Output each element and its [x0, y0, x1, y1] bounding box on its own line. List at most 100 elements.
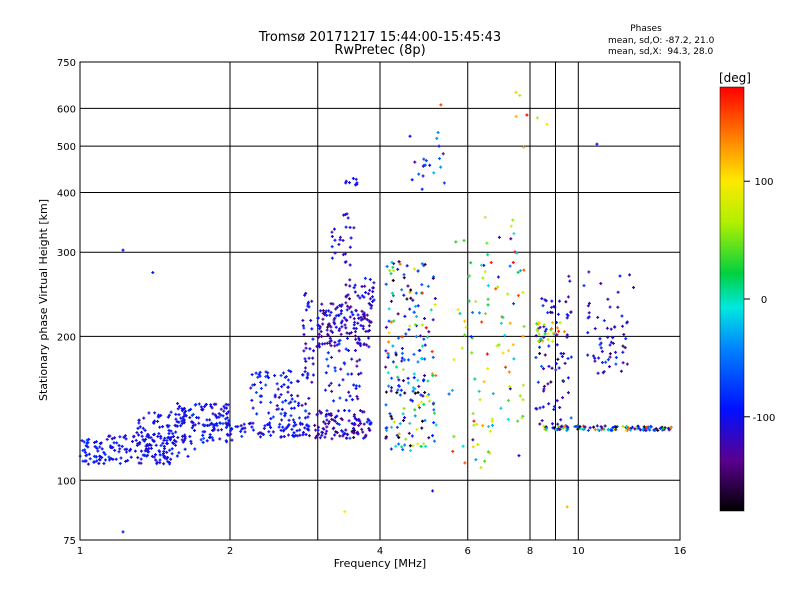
- data-point: [335, 414, 339, 418]
- data-point: [544, 327, 548, 331]
- data-point: [121, 248, 125, 252]
- data-point: [385, 264, 389, 268]
- data-point: [254, 390, 258, 394]
- data-point: [621, 350, 625, 354]
- data-point: [289, 370, 293, 374]
- data-point: [607, 365, 611, 369]
- data-point: [143, 428, 147, 432]
- data-point: [343, 323, 347, 327]
- data-point: [153, 419, 157, 423]
- data-point: [355, 341, 359, 345]
- data-point: [414, 335, 418, 339]
- data-point: [172, 442, 176, 446]
- data-point: [83, 448, 87, 452]
- data-point: [386, 355, 390, 359]
- data-point: [193, 447, 197, 451]
- data-point: [330, 330, 334, 334]
- data-point: [344, 398, 348, 402]
- data-point: [216, 428, 220, 432]
- data-point: [224, 402, 228, 406]
- data-point: [556, 422, 560, 426]
- data-point: [471, 445, 475, 449]
- data-point: [362, 410, 366, 414]
- data-point: [171, 432, 175, 436]
- data-point: [420, 262, 424, 266]
- data-point: [158, 461, 162, 465]
- data-point: [608, 305, 612, 309]
- data-point: [416, 360, 420, 364]
- data-point: [656, 428, 660, 432]
- data-point: [413, 391, 417, 395]
- data-point: [512, 232, 516, 236]
- data-point: [96, 449, 100, 453]
- data-point: [267, 430, 271, 434]
- data-point: [158, 450, 162, 454]
- data-point: [576, 427, 580, 431]
- data-point: [298, 433, 302, 437]
- data-point: [568, 279, 572, 283]
- data-point: [460, 346, 464, 350]
- data-point: [322, 420, 326, 424]
- data-point: [661, 426, 665, 430]
- data-point: [563, 424, 567, 428]
- data-point: [481, 424, 485, 428]
- data-point: [518, 269, 522, 273]
- data-point: [561, 396, 565, 400]
- data-point: [479, 466, 483, 470]
- data-point: [220, 428, 224, 432]
- data-point: [486, 303, 490, 307]
- data-point: [253, 383, 257, 387]
- data-point: [354, 177, 358, 181]
- data-point: [167, 428, 171, 432]
- data-point: [387, 307, 391, 311]
- data-point: [423, 262, 427, 266]
- data-point: [250, 425, 254, 429]
- data-point: [481, 276, 485, 280]
- data-point: [605, 326, 609, 330]
- data-point: [347, 181, 351, 185]
- data-point: [320, 335, 324, 339]
- data-point: [503, 333, 507, 337]
- data-point: [337, 349, 341, 353]
- data-point: [179, 424, 183, 428]
- data-point: [194, 403, 198, 407]
- data-point: [565, 333, 569, 337]
- data-point: [329, 310, 333, 314]
- data-point: [402, 379, 406, 383]
- data-point: [420, 426, 424, 430]
- data-point: [360, 427, 364, 431]
- data-point: [621, 324, 625, 328]
- data-point: [189, 441, 193, 445]
- data-point: [107, 458, 111, 462]
- data-point: [156, 434, 160, 438]
- data-point: [193, 428, 197, 432]
- data-point: [320, 342, 324, 346]
- data-point: [602, 319, 606, 323]
- data-point: [360, 309, 364, 313]
- data-point: [432, 171, 436, 175]
- data-point: [134, 438, 138, 442]
- data-point: [289, 381, 293, 385]
- data-point: [625, 320, 629, 324]
- data-point: [310, 380, 314, 384]
- data-point: [181, 440, 185, 444]
- data-point: [345, 308, 349, 312]
- data-point: [508, 321, 512, 325]
- data-point: [508, 387, 512, 391]
- data-point: [98, 445, 102, 449]
- data-point: [408, 134, 412, 138]
- data-point: [401, 412, 405, 416]
- data-point: [666, 426, 670, 430]
- phases-mean-o: mean, sd,O: -87.2, 21.0: [608, 36, 715, 46]
- data-point: [419, 400, 423, 404]
- data-point: [344, 318, 348, 322]
- data-point: [363, 284, 367, 288]
- data-point: [342, 316, 346, 320]
- data-point: [325, 418, 329, 422]
- data-point: [566, 391, 570, 395]
- data-point: [551, 321, 555, 325]
- data-point: [174, 430, 178, 434]
- data-point: [648, 428, 652, 432]
- data-point: [342, 409, 346, 413]
- y-axis-ticks: 75 100 200 300 400 500 600 750: [57, 58, 76, 547]
